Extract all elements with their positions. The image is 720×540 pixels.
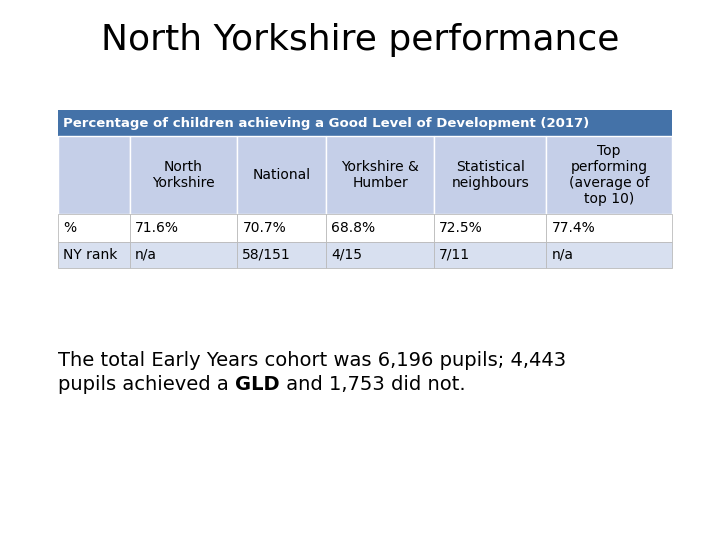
Text: 71.6%: 71.6%	[135, 221, 179, 235]
Bar	[546, 136, 672, 214]
Text: n/a: n/a	[135, 248, 157, 262]
Text: n/a: n/a	[552, 248, 573, 262]
Text: %: %	[63, 221, 76, 235]
Text: 7/11: 7/11	[439, 248, 470, 262]
Text: Yorkshire &
Humber: Yorkshire & Humber	[341, 160, 419, 190]
Bar	[58, 110, 672, 136]
Bar	[58, 214, 130, 242]
Bar	[326, 136, 434, 214]
Text: 70.7%: 70.7%	[243, 221, 286, 235]
Bar	[434, 136, 546, 214]
Text: 4/15: 4/15	[331, 248, 362, 262]
Text: 72.5%: 72.5%	[439, 221, 482, 235]
Text: GLD: GLD	[235, 375, 279, 395]
Text: 58/151: 58/151	[243, 248, 291, 262]
Bar	[238, 242, 326, 268]
Bar	[58, 242, 130, 268]
Bar	[58, 136, 130, 214]
Bar	[238, 136, 326, 214]
Text: 68.8%: 68.8%	[331, 221, 375, 235]
Text: Statistical
neighbours: Statistical neighbours	[451, 160, 529, 190]
Bar	[434, 214, 546, 242]
Bar	[434, 242, 546, 268]
Text: The total Early Years cohort was 6,196 pupils; 4,443: The total Early Years cohort was 6,196 p…	[58, 350, 566, 369]
Text: North
Yorkshire: North Yorkshire	[152, 160, 215, 190]
Bar	[130, 242, 238, 268]
Bar	[130, 136, 238, 214]
Text: 77.4%: 77.4%	[552, 221, 595, 235]
Bar	[546, 242, 672, 268]
Text: pupils achieved a: pupils achieved a	[58, 375, 235, 395]
Bar	[238, 214, 326, 242]
Text: North Yorkshire performance: North Yorkshire performance	[101, 23, 619, 57]
Text: and 1,753 did not.: and 1,753 did not.	[279, 375, 465, 395]
Bar	[130, 214, 238, 242]
Text: National: National	[253, 168, 311, 182]
Bar	[326, 242, 434, 268]
Bar	[326, 214, 434, 242]
Text: Top
performing
(average of
top 10): Top performing (average of top 10)	[569, 144, 649, 206]
Bar	[546, 214, 672, 242]
Text: Percentage of children achieving a Good Level of Development (2017): Percentage of children achieving a Good …	[63, 117, 589, 130]
Text: NY rank: NY rank	[63, 248, 117, 262]
